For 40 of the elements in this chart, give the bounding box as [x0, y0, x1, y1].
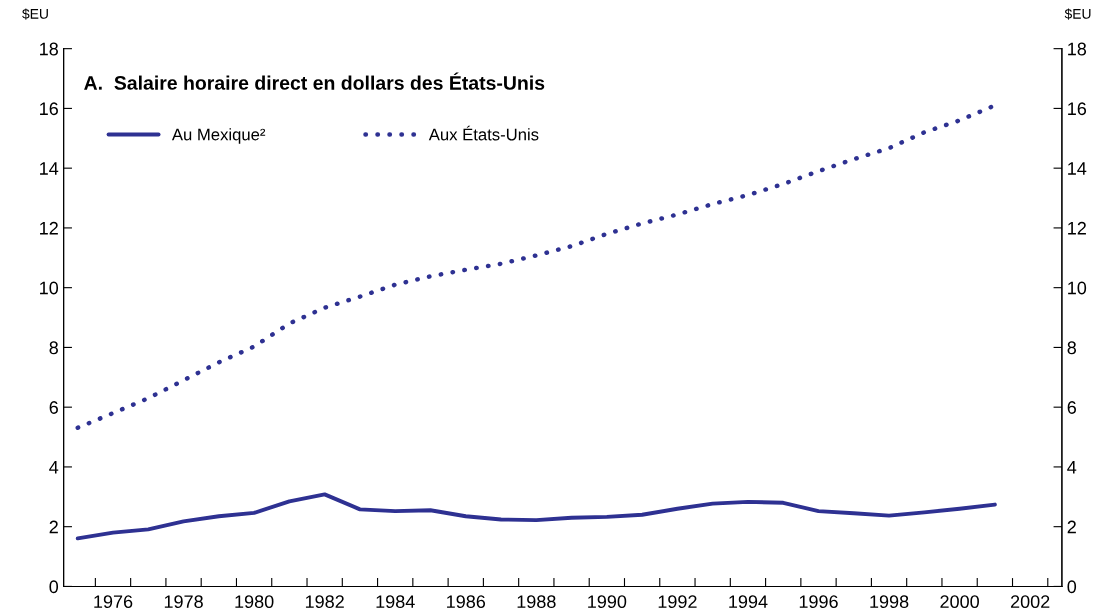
legend-label: Au Mexique² [171, 128, 266, 144]
y2-tick-label: 18 [1068, 42, 1087, 56]
x-tick-label: 1984 [376, 595, 415, 609]
x-tick-label: 1992 [658, 595, 697, 609]
y-tick-label: 16 [40, 102, 58, 116]
y-tick-label: 0 [49, 580, 59, 594]
legend-label: Aux États-Unis [428, 125, 539, 141]
y-tick-label: 6 [49, 401, 58, 414]
y2-tick-label: 6 [1067, 401, 1076, 414]
x-tick-label: 2000 [940, 595, 979, 609]
x-tick-label: 1996 [799, 595, 838, 609]
x-tick-label: 1990 [588, 595, 627, 609]
y2-tick-label: 14 [1068, 162, 1087, 175]
y-tick-label: 10 [40, 281, 59, 295]
x-tick-label: 1988 [517, 595, 556, 609]
x-tick-label: 1976 [94, 595, 133, 609]
y-tick-label: 18 [40, 42, 58, 56]
y-tick-label: 12 [40, 221, 58, 235]
y2-axis-title: $EU [1064, 8, 1091, 20]
line-series [75, 492, 997, 541]
text: A. Salaire horaire direct en dollars des États-Unis [84, 72, 545, 90]
y2-tick-label: 2 [1067, 520, 1076, 534]
y2-tick-label: 16 [1068, 102, 1087, 116]
x-tick-label: 1994 [729, 595, 768, 609]
y2-tick-label: 4 [1067, 461, 1077, 474]
y2-tick-label: 0 [1067, 580, 1077, 594]
x-tick-label: 1982 [305, 595, 344, 609]
y-tick-label: 8 [49, 341, 58, 355]
y2-tick-label: 8 [1067, 341, 1077, 355]
y-tick-label: 2 [49, 520, 58, 534]
y-tick-label: 14 [40, 162, 59, 175]
x-tick-label: 1978 [164, 595, 203, 609]
y2-tick-label: 12 [1068, 221, 1086, 235]
x-tick-label: 1986 [447, 595, 486, 609]
x-tick-label: 1998 [870, 595, 909, 609]
x-tick-label: 2002 [1010, 595, 1050, 609]
x-tick-label: 1980 [235, 595, 274, 609]
y-axis-title: $EU [22, 8, 48, 20]
y2-tick-label: 10 [1068, 281, 1087, 295]
y-tick-label: 4 [49, 461, 59, 474]
